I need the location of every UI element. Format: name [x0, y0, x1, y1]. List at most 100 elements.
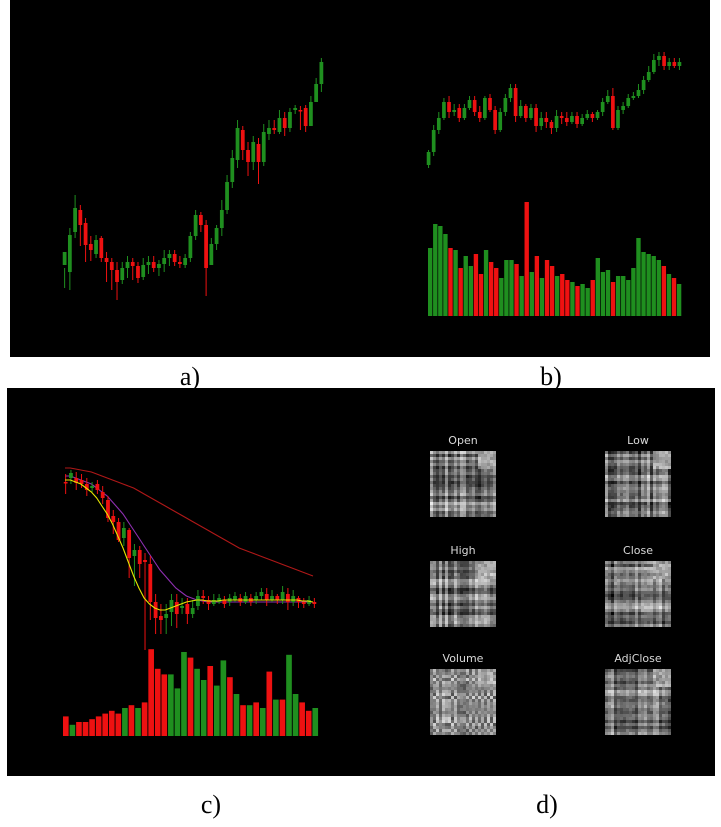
heatmap-cell — [436, 696, 439, 699]
chart-c-volume-bar — [187, 657, 194, 736]
heatmap-cell — [653, 687, 656, 690]
heatmap-cell — [650, 469, 653, 472]
heatmap-cell — [635, 582, 638, 585]
heatmap-cell — [611, 564, 614, 567]
heatmap-cell — [605, 615, 608, 618]
heatmap-cell — [623, 711, 626, 714]
heatmap-cell — [641, 514, 644, 517]
heatmap-cell — [472, 576, 475, 579]
heatmap-cell — [644, 609, 647, 612]
heatmap-cell — [650, 496, 653, 499]
heatmap-cell — [442, 609, 445, 612]
heatmap-cell — [433, 732, 436, 735]
heatmap-cell — [665, 466, 668, 469]
heatmap-cell — [641, 708, 644, 711]
heatmap-cell — [620, 496, 623, 499]
heatmap-cell — [433, 729, 436, 732]
heatmap-cell — [626, 597, 629, 600]
heatmap-cell — [451, 496, 454, 499]
heatmap-cell — [650, 594, 653, 597]
heatmap-cell — [617, 699, 620, 702]
heatmap-cell — [608, 496, 611, 499]
heatmap-cell — [668, 505, 671, 508]
heatmap-cell — [659, 505, 662, 508]
heatmap-cell — [662, 711, 665, 714]
heatmap-cell — [608, 475, 611, 478]
chart-b-volume-bar — [666, 274, 672, 316]
heatmap-cell — [614, 499, 617, 502]
heatmap-cell — [635, 729, 638, 732]
heatmap-cell — [650, 460, 653, 463]
heatmap-cell — [472, 591, 475, 594]
heatmap-cell — [620, 579, 623, 582]
heatmap-cell — [490, 600, 493, 603]
heatmap-cell — [632, 621, 635, 624]
heatmap-cell — [484, 472, 487, 475]
heatmap-cell — [448, 732, 451, 735]
heatmap-cell — [478, 502, 481, 505]
heatmap-cell — [490, 702, 493, 705]
heatmap-cell — [439, 594, 442, 597]
heatmap-cell — [451, 511, 454, 514]
heatmap-cell — [620, 561, 623, 564]
heatmap-cell — [442, 573, 445, 576]
heatmap-cell — [442, 699, 445, 702]
heatmap-cell — [665, 705, 668, 708]
heatmap-cell — [433, 493, 436, 496]
heatmap-cell — [457, 615, 460, 618]
heatmap-cell — [611, 588, 614, 591]
heatmap-cell — [493, 609, 496, 612]
heatmap-cell — [451, 615, 454, 618]
heatmap-cell — [454, 714, 457, 717]
heatmap-cell — [466, 502, 469, 505]
heatmap-cell — [460, 723, 463, 726]
heatmap-cell — [466, 484, 469, 487]
chart-b-volume-bar — [565, 280, 570, 316]
heatmap-cell — [490, 469, 493, 472]
heatmap-cell — [478, 585, 481, 588]
chart-b-candle — [636, 90, 641, 96]
heatmap-cell — [665, 472, 668, 475]
heatmap-cell — [487, 561, 490, 564]
heatmap-cell — [623, 726, 626, 729]
heatmap-cell — [653, 615, 656, 618]
heatmap-cell — [493, 582, 496, 585]
heatmap-cell — [668, 591, 671, 594]
heatmap-cell — [611, 693, 614, 696]
heatmap-cell — [448, 460, 451, 463]
heatmap-cell — [617, 597, 620, 600]
heatmap-cell — [647, 481, 650, 484]
heatmap-cell — [617, 481, 620, 484]
heatmap-cell — [454, 720, 457, 723]
heatmap-cell — [617, 463, 620, 466]
heatmap-cell — [466, 690, 469, 693]
chart-a-candle — [88, 244, 93, 250]
heatmap-cell — [635, 478, 638, 481]
heatmap-cell — [617, 505, 620, 508]
heatmap-cell — [472, 478, 475, 481]
heatmap-cell — [623, 606, 626, 609]
heatmap-cell — [617, 669, 620, 672]
chart-b-volume-bar — [443, 234, 448, 316]
heatmap-cell — [668, 606, 671, 609]
heatmap-cell — [448, 714, 451, 717]
heatmap-cell — [460, 621, 463, 624]
heatmap-cell — [490, 475, 493, 478]
heatmap-cell — [605, 702, 608, 705]
chart-c-volume-bar — [312, 708, 319, 736]
heatmap-cell — [638, 696, 641, 699]
heatmap-cell — [668, 514, 671, 517]
heatmap-cell — [632, 699, 635, 702]
heatmap-cell — [644, 576, 647, 579]
chart-a-candle — [309, 102, 313, 126]
heatmap-cell — [442, 514, 445, 517]
heatmap-cell — [650, 687, 653, 690]
heatmap-cell — [644, 496, 647, 499]
chart-a-candle — [120, 268, 125, 280]
heatmap-cell — [659, 687, 662, 690]
heatmap-cell — [659, 621, 662, 624]
heatmap-cell — [454, 451, 457, 454]
heatmap-cell — [650, 723, 653, 726]
heatmap-cell — [487, 484, 490, 487]
heatmap-cell — [632, 496, 635, 499]
